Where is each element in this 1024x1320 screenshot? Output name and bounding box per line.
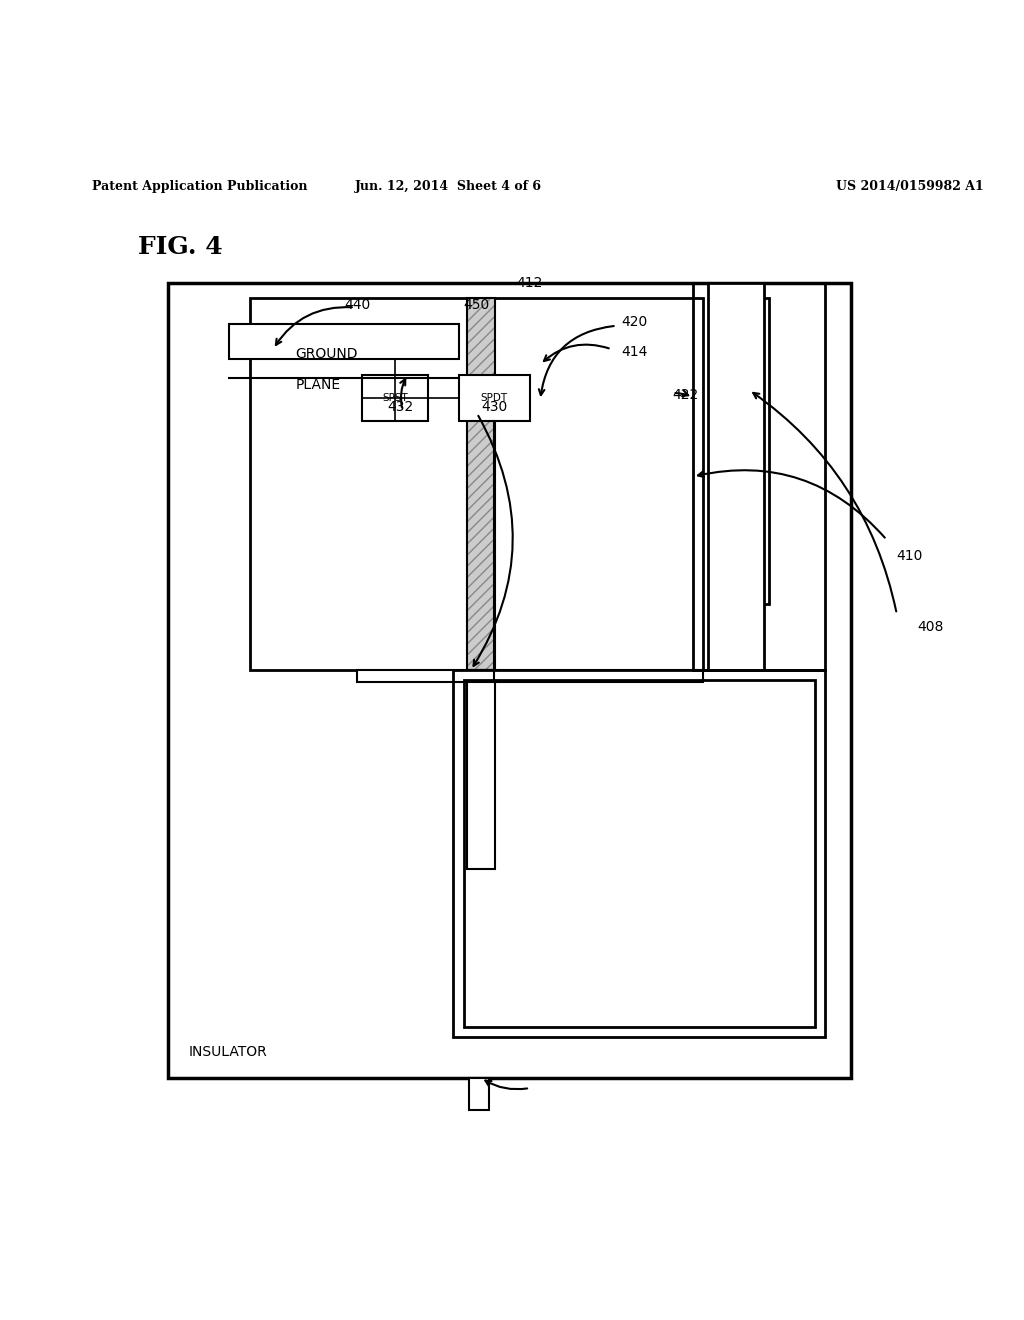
Bar [467, 298, 496, 671]
Bar [709, 282, 764, 671]
Bar [467, 298, 496, 671]
Bar [361, 375, 428, 421]
Text: SPDT: SPDT [480, 392, 508, 403]
Text: 410: 410 [897, 549, 924, 564]
Text: 422: 422 [673, 388, 698, 403]
Text: 408: 408 [918, 620, 943, 635]
Bar [693, 282, 825, 671]
Text: 414: 414 [622, 346, 648, 359]
Text: SPST: SPST [382, 392, 408, 403]
Text: 430: 430 [481, 400, 507, 414]
Text: GROUND: GROUND [296, 347, 358, 362]
Bar [459, 375, 530, 421]
Text: Jun. 12, 2014  Sheet 4 of 6: Jun. 12, 2014 Sheet 4 of 6 [355, 180, 542, 193]
Text: INSULATOR: INSULATOR [188, 1045, 267, 1060]
Text: US 2014/0159982 A1: US 2014/0159982 A1 [836, 180, 983, 193]
Text: Patent Application Publication: Patent Application Publication [92, 180, 307, 193]
Text: 412: 412 [517, 276, 543, 290]
Bar [250, 298, 703, 671]
Bar [229, 323, 459, 359]
Bar [454, 671, 825, 1038]
Text: 440: 440 [344, 298, 371, 313]
Bar [729, 298, 769, 605]
Bar [168, 282, 851, 1078]
Text: FIG. 4: FIG. 4 [137, 235, 222, 259]
Bar [467, 671, 496, 869]
Text: PLANE: PLANE [296, 378, 341, 392]
Bar [469, 1078, 489, 1110]
Bar [464, 680, 815, 1027]
Text: 420: 420 [622, 314, 648, 329]
Bar [356, 671, 703, 682]
Text: 432: 432 [387, 400, 414, 414]
Text: 450: 450 [464, 298, 489, 313]
